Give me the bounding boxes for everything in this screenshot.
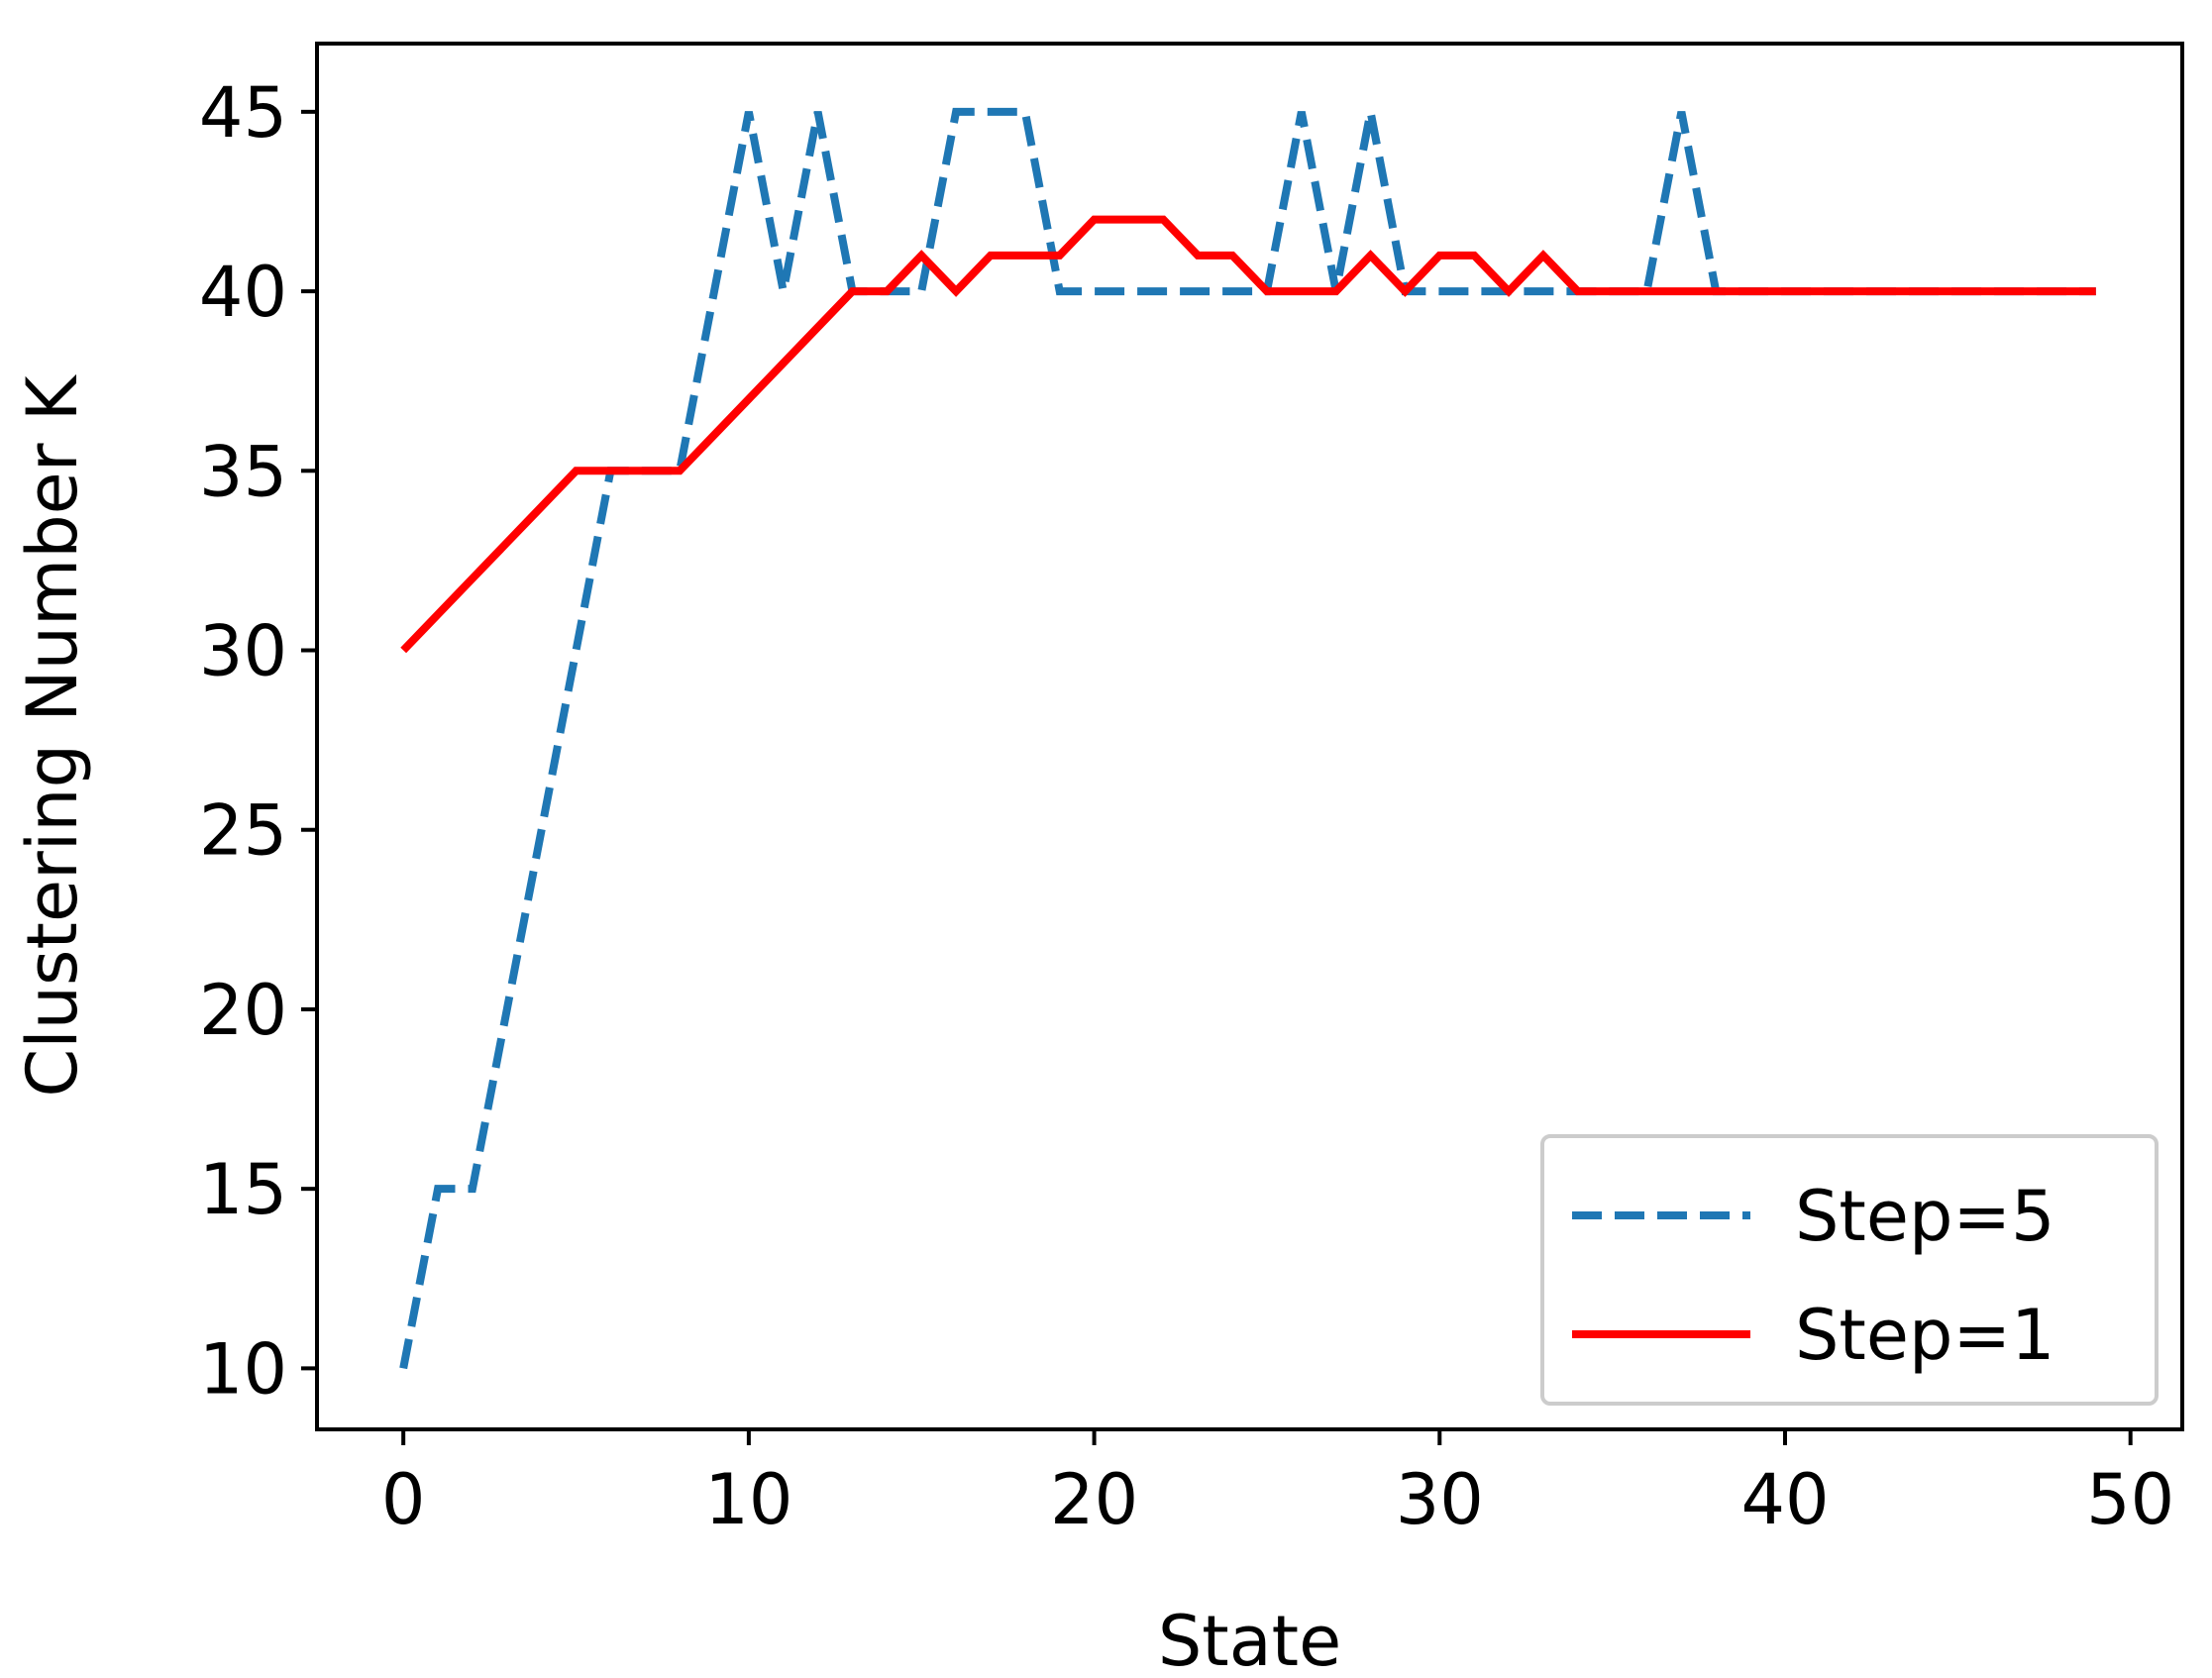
y-tick-label: 25 <box>199 790 287 872</box>
y-tick-label: 20 <box>199 970 287 1051</box>
legend-label-1: Step=5 <box>1795 1176 2055 1257</box>
y-tick-label: 45 <box>199 72 287 154</box>
x-tick-label: 0 <box>381 1459 426 1540</box>
series-layer <box>399 107 2096 1370</box>
y-axis-title: Clustering Number K <box>12 373 93 1097</box>
y-tick-label: 15 <box>199 1149 287 1230</box>
plot-frame <box>315 42 2184 1431</box>
axes-layer <box>315 42 2184 1431</box>
series-line-2 <box>400 215 2096 654</box>
x-axis-title: State <box>1158 1601 1341 1678</box>
y-axis-ticks: 10 15 20 25 30 35 40 45 <box>199 72 317 1410</box>
x-axis-ticks: 0 10 20 30 40 50 <box>381 1429 2174 1540</box>
y-tick-label: 10 <box>199 1328 287 1410</box>
legend-items: Step=5 Step=1 <box>1572 1176 2055 1376</box>
x-tick-label: 20 <box>1050 1459 1138 1540</box>
x-tick-label: 40 <box>1740 1459 1829 1540</box>
x-tick-label: 30 <box>1396 1459 1484 1540</box>
legend-label-2: Step=1 <box>1795 1295 2055 1376</box>
y-tick-label: 30 <box>199 611 287 692</box>
x-tick-label: 50 <box>2086 1459 2174 1540</box>
legend: Step=5 Step=1 <box>1540 1134 2159 1406</box>
y-tick-label: 35 <box>199 431 287 512</box>
x-tick-label: 10 <box>704 1459 792 1540</box>
y-tick-label: 40 <box>199 252 287 333</box>
series-line-1 <box>399 107 2096 1370</box>
